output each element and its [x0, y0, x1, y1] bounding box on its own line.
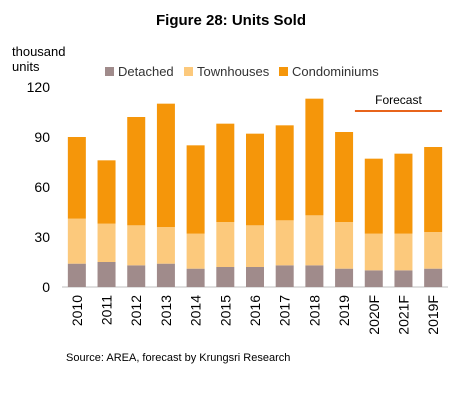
bar-condominiums-2014	[186, 145, 205, 234]
bar-detached-2019F	[424, 268, 443, 287]
y-tick-label: 120	[27, 79, 51, 95]
x-tick-label: 2014	[188, 295, 204, 326]
x-tick-label: 2017	[277, 295, 293, 326]
bar-condominiums-2020F	[364, 158, 383, 234]
bar-townhouses-2020F	[364, 233, 383, 271]
legend-label-condominiums: Condominiums	[292, 64, 379, 79]
y-axis-label: thousand	[12, 44, 66, 59]
y-tick-label: 60	[34, 179, 50, 195]
bar-detached-2017	[275, 265, 294, 287]
x-tick-label: 2010	[69, 295, 85, 326]
bar-townhouses-2021F	[394, 233, 413, 271]
bar-condominiums-2019	[335, 132, 354, 222]
bar-townhouses-2019F	[424, 232, 443, 269]
bar-detached-2021F	[394, 270, 413, 287]
x-tick-label: 2019F	[425, 295, 441, 335]
legend-swatch-detached	[105, 67, 114, 76]
y-tick-label: 90	[34, 129, 50, 145]
bar-detached-2016	[246, 267, 264, 287]
x-tick-label: 2019	[336, 295, 352, 326]
bar-condominiums-2016	[246, 133, 264, 226]
bar-condominiums-2012	[127, 117, 146, 226]
bar-detached-2015	[216, 267, 235, 287]
x-tick-label: 2018	[306, 295, 322, 326]
bar-detached-2019	[335, 268, 354, 287]
legend-swatch-townhouses	[184, 67, 193, 76]
bar-townhouses-2018	[305, 215, 324, 266]
bar-townhouses-2012	[127, 225, 146, 266]
bar-condominiums-2013	[156, 103, 175, 227]
source-note: Source: AREA, forecast by Krungsri Resea…	[66, 352, 290, 364]
x-tick-label: 2013	[158, 295, 174, 326]
forecast-label: Forecast	[375, 93, 422, 107]
x-tick-label: 2020F	[366, 295, 382, 335]
bar-townhouses-2013	[156, 227, 175, 264]
bar-condominiums-2018	[305, 98, 324, 216]
bar-condominiums-2021F	[394, 153, 413, 234]
bar-detached-2018	[305, 265, 324, 287]
bar-detached-2011	[97, 262, 116, 287]
x-tick-label: 2016	[247, 295, 263, 326]
y-tick-label: 30	[34, 229, 50, 245]
bar-detached-2010	[67, 263, 86, 287]
legend-swatch-condominiums	[279, 67, 288, 76]
bar-condominiums-2010	[67, 137, 86, 219]
bar-townhouses-2019	[335, 222, 354, 269]
x-tick-label: 2021F	[395, 295, 411, 335]
bar-townhouses-2016	[246, 225, 264, 267]
y-axis-label: units	[12, 59, 40, 74]
bar-condominiums-2011	[97, 160, 116, 224]
bar-condominiums-2015	[216, 123, 235, 222]
bar-townhouses-2017	[275, 220, 294, 266]
x-tick-label: 2012	[128, 295, 144, 326]
bar-townhouses-2014	[186, 233, 205, 269]
bar-detached-2014	[186, 268, 205, 287]
bar-condominiums-2019F	[424, 147, 443, 232]
bar-townhouses-2015	[216, 222, 235, 267]
bar-detached-2012	[127, 265, 146, 287]
chart-title: Figure 28: Units Sold	[156, 12, 306, 29]
x-tick-label: 2011	[99, 295, 115, 325]
bar-townhouses-2011	[97, 223, 116, 262]
bar-detached-2013	[156, 263, 175, 287]
y-tick-label: 0	[42, 279, 50, 295]
legend-label-detached: Detached	[118, 64, 174, 79]
bar-detached-2020F	[364, 270, 383, 287]
bar-townhouses-2010	[67, 218, 86, 264]
legend-label-townhouses: Townhouses	[197, 64, 270, 79]
bar-condominiums-2017	[275, 125, 294, 221]
x-tick-label: 2015	[217, 295, 233, 326]
